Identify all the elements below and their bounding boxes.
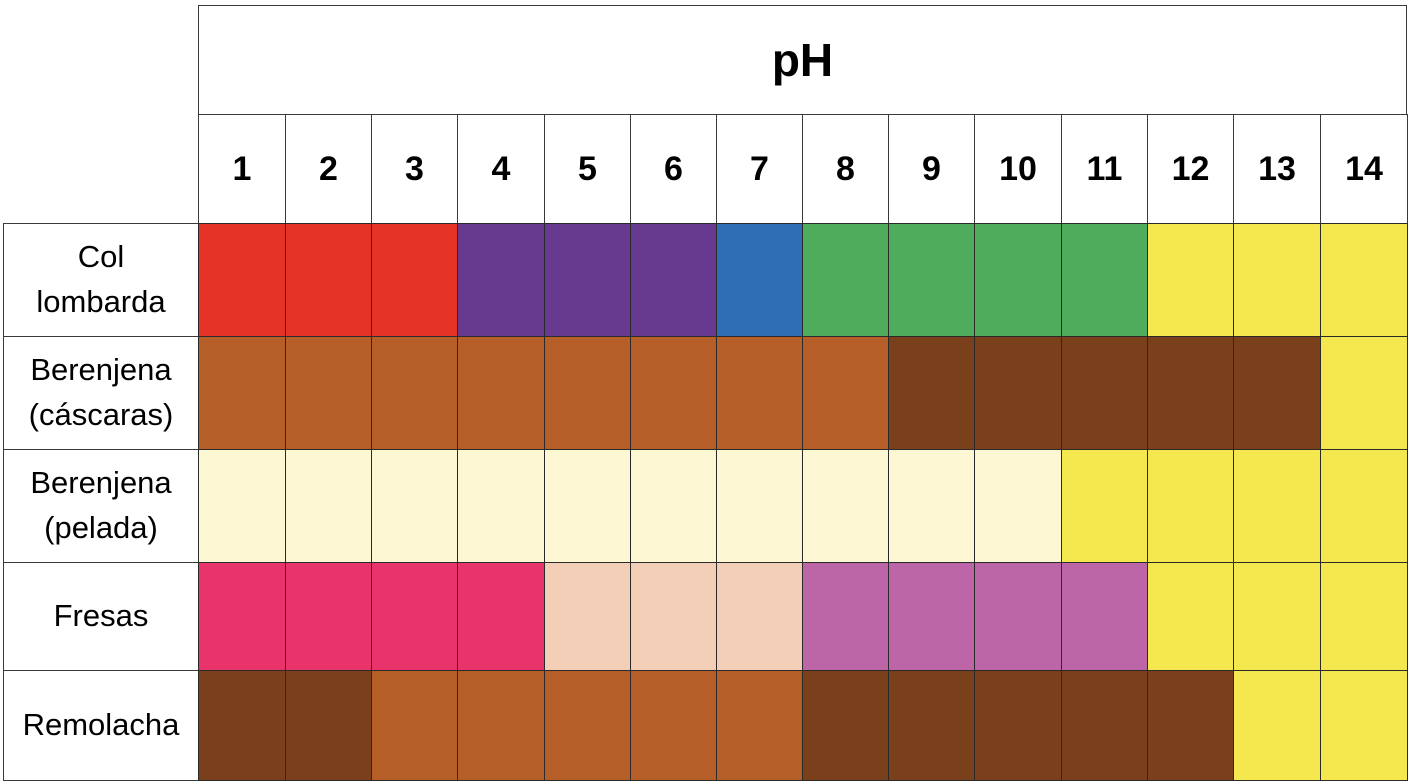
color-swatch-cell	[457, 336, 545, 450]
color-swatch-cell	[1320, 223, 1408, 337]
color-swatch-cell	[888, 449, 975, 563]
row-label: Fresas	[3, 562, 199, 671]
color-swatch-cell	[716, 336, 803, 450]
ph-column-header: 1	[198, 114, 286, 224]
color-swatch-cell	[974, 223, 1062, 337]
color-swatch-cell	[285, 562, 372, 671]
color-swatch-cell	[802, 562, 889, 671]
ph-column-header: 4	[457, 114, 545, 224]
ph-column-header: 2	[285, 114, 372, 224]
ph-column-header: 8	[802, 114, 889, 224]
color-swatch-cell	[802, 223, 889, 337]
color-swatch-cell	[1061, 223, 1148, 337]
color-swatch-cell	[716, 670, 803, 781]
color-swatch-cell	[371, 562, 458, 671]
color-swatch-cell	[198, 449, 286, 563]
ph-column-header: 7	[716, 114, 803, 224]
row-label: Berenjena (pelada)	[3, 449, 199, 563]
color-swatch-cell	[630, 449, 717, 563]
color-swatch-cell	[371, 670, 458, 781]
color-swatch-cell	[1061, 562, 1148, 671]
color-swatch-cell	[285, 223, 372, 337]
color-swatch-cell	[974, 670, 1062, 781]
row-label: Col lombarda	[3, 223, 199, 337]
color-swatch-cell	[198, 562, 286, 671]
color-swatch-cell	[888, 336, 975, 450]
color-swatch-cell	[1233, 223, 1321, 337]
color-swatch-cell	[371, 336, 458, 450]
ph-column-header: 10	[974, 114, 1062, 224]
color-swatch-cell	[1320, 449, 1408, 563]
color-swatch-cell	[630, 336, 717, 450]
color-swatch-cell	[544, 449, 631, 563]
ph-column-header: 9	[888, 114, 975, 224]
color-swatch-cell	[457, 449, 545, 563]
color-swatch-cell	[716, 223, 803, 337]
ph-column-header: 6	[630, 114, 717, 224]
color-swatch-cell	[457, 562, 545, 671]
row-label: Remolacha	[3, 670, 199, 781]
color-swatch-cell	[888, 223, 975, 337]
color-swatch-cell	[457, 223, 545, 337]
ph-column-header: 14	[1320, 114, 1408, 224]
color-swatch-cell	[716, 449, 803, 563]
color-swatch-cell	[1233, 562, 1321, 671]
color-swatch-cell	[1061, 670, 1148, 781]
color-swatch-cell	[1233, 449, 1321, 563]
ph-column-header: 3	[371, 114, 458, 224]
color-swatch-cell	[974, 562, 1062, 671]
color-swatch-cell	[888, 562, 975, 671]
color-swatch-cell	[802, 670, 889, 781]
color-swatch-cell	[285, 449, 372, 563]
color-swatch-cell	[544, 670, 631, 781]
color-swatch-cell	[630, 223, 717, 337]
color-swatch-cell	[1233, 336, 1321, 450]
color-swatch-cell	[1147, 336, 1234, 450]
color-swatch-cell	[544, 223, 631, 337]
color-swatch-cell	[1233, 670, 1321, 781]
color-swatch-cell	[1147, 449, 1234, 563]
color-swatch-cell	[1320, 562, 1408, 671]
color-swatch-cell	[1320, 670, 1408, 781]
color-swatch-cell	[198, 336, 286, 450]
color-swatch-cell	[198, 670, 286, 781]
color-swatch-cell	[974, 336, 1062, 450]
color-swatch-cell	[457, 670, 545, 781]
color-swatch-cell	[544, 562, 631, 671]
color-swatch-cell	[802, 449, 889, 563]
row-label: Berenjena (cáscaras)	[3, 336, 199, 450]
color-swatch-cell	[1147, 670, 1234, 781]
table-title-ph: pH	[198, 5, 1407, 115]
ph-column-header: 11	[1061, 114, 1148, 224]
ph-column-header: 5	[544, 114, 631, 224]
ph-column-header: 12	[1147, 114, 1234, 224]
color-swatch-cell	[1147, 223, 1234, 337]
ph-column-header: 13	[1233, 114, 1321, 224]
color-swatch-cell	[716, 562, 803, 671]
color-swatch-cell	[285, 336, 372, 450]
color-swatch-cell	[198, 223, 286, 337]
color-swatch-cell	[630, 562, 717, 671]
color-swatch-cell	[371, 223, 458, 337]
color-swatch-cell	[888, 670, 975, 781]
color-swatch-cell	[974, 449, 1062, 563]
color-swatch-cell	[1147, 562, 1234, 671]
color-swatch-cell	[1320, 336, 1408, 450]
color-swatch-cell	[371, 449, 458, 563]
color-swatch-cell	[1061, 449, 1148, 563]
color-swatch-cell	[630, 670, 717, 781]
color-swatch-cell	[1061, 336, 1148, 450]
color-swatch-cell	[544, 336, 631, 450]
color-swatch-cell	[802, 336, 889, 450]
color-swatch-cell	[285, 670, 372, 781]
